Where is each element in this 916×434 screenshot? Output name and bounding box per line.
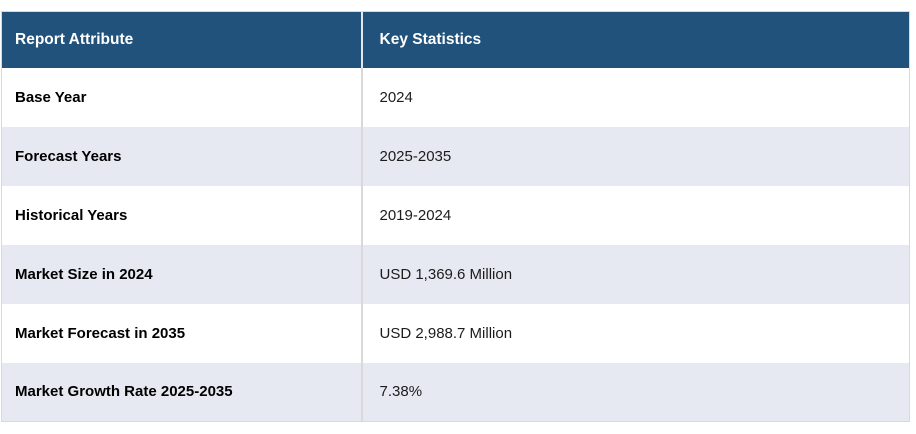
table-row: Market Size in 2024 USD 1,369.6 Million xyxy=(1,244,910,304)
table-row: Market Growth Rate 2025-2035 7.38% xyxy=(1,362,910,422)
value-cell: 2025-2035 xyxy=(360,126,910,186)
attribute-cell: Market Forecast in 2035 xyxy=(15,324,186,342)
column-header-key-statistics: Key Statistics xyxy=(360,11,910,68)
table-row: Historical Years 2019-2024 xyxy=(1,185,910,245)
attribute-cell: Base Year xyxy=(15,88,87,106)
value-cell: USD 1,369.6 Million xyxy=(360,244,910,304)
table-header-row: Report Attribute Key Statistics xyxy=(1,11,910,68)
attribute-cell: Historical Years xyxy=(15,206,128,224)
report-attributes-table: Report Attribute Key Statistics Base Yea… xyxy=(1,11,910,422)
value-cell: 2024 xyxy=(360,67,910,127)
value-cell: 2019-2024 xyxy=(360,185,910,245)
attribute-cell: Market Growth Rate 2025-2035 xyxy=(15,383,233,401)
attribute-cell: Market Size in 2024 xyxy=(15,265,153,283)
table-row: Forecast Years 2025-2035 xyxy=(1,126,910,186)
value-cell: 7.38% xyxy=(360,362,910,422)
table-row: Base Year 2024 xyxy=(1,67,910,127)
attribute-cell: Forecast Years xyxy=(15,147,122,165)
table-row: Market Forecast in 2035 USD 2,988.7 Mill… xyxy=(1,303,910,363)
column-header-report-attribute: Report Attribute xyxy=(1,11,362,68)
value-cell: USD 2,988.7 Million xyxy=(360,303,910,363)
